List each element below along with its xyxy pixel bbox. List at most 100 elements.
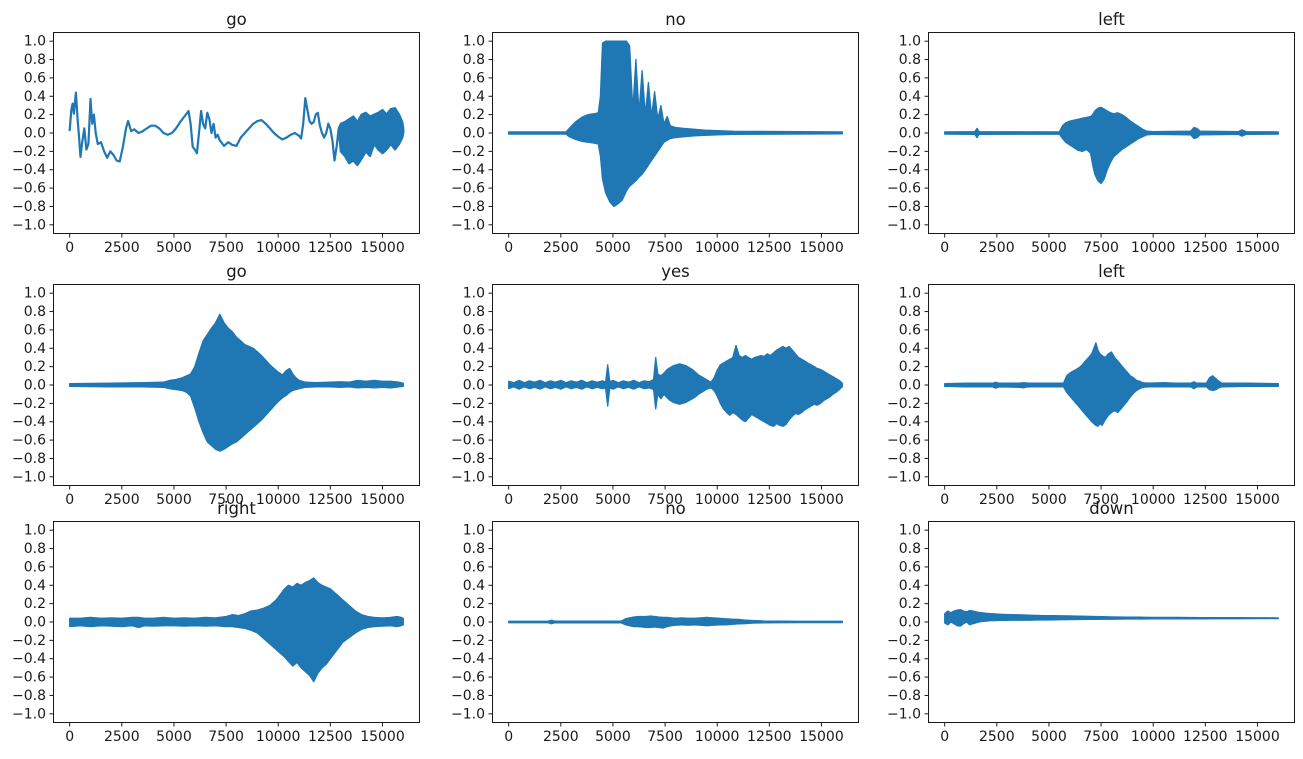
y-tick-label: −0.2: [887, 396, 921, 412]
y-tick-label: 0.4: [24, 89, 46, 105]
x-tick-label: 10000: [1131, 240, 1176, 256]
y-tick-label: 0.4: [899, 89, 921, 105]
x-tick-label: 5000: [156, 729, 192, 745]
y-tick-label: 0.2: [899, 596, 921, 612]
axes-frame: [492, 521, 859, 723]
y-tick-label: −0.8: [12, 688, 46, 704]
y-tick-label: 0.6: [899, 322, 921, 338]
x-tick-label: 7500: [1083, 729, 1119, 745]
y-tick-label: 0.8: [463, 52, 485, 68]
y-tick-label: 0.2: [24, 359, 46, 375]
axes-frame: [492, 284, 859, 486]
y-tick-label: 0.2: [899, 359, 921, 375]
subplot-title: right: [217, 499, 256, 518]
y-tick-label: −1.0: [887, 706, 921, 722]
waveform-path-right: [69, 577, 404, 683]
x-tick-label: 2500: [979, 492, 1015, 508]
y-tick-label: 0.6: [463, 70, 485, 86]
x-tick-label: 15000: [1235, 240, 1280, 256]
y-tick-label: 0.8: [899, 304, 921, 320]
subplot-title: no: [665, 10, 686, 29]
x-tick-label: 2500: [104, 729, 140, 745]
y-tick-label: 0.4: [899, 341, 921, 357]
y-tick-label: 0.8: [463, 541, 485, 557]
subplot-title: no: [665, 499, 686, 518]
x-tick-label: 7500: [1083, 492, 1119, 508]
x-tick-label: 10000: [256, 492, 301, 508]
x-tick-label: 12500: [308, 729, 353, 745]
y-tick-label: −1.0: [887, 217, 921, 233]
y-tick-label: 0.0: [24, 615, 46, 631]
subplot-title: yes: [661, 262, 690, 281]
x-tick-label: 0: [65, 240, 74, 256]
y-tick-label: 0.2: [463, 596, 485, 612]
y-tick-label: −0.2: [12, 633, 46, 649]
y-tick-label: −0.8: [451, 688, 485, 704]
y-tick-label: 0.0: [899, 126, 921, 142]
x-tick-label: 5000: [1031, 492, 1067, 508]
y-tick-label: 0.4: [899, 578, 921, 594]
y-tick-label: 0.8: [899, 52, 921, 68]
y-tick-label: −0.4: [12, 414, 46, 430]
x-tick-label: 12500: [747, 492, 792, 508]
y-tick-label: 0.8: [899, 541, 921, 557]
x-tick-label: 2500: [979, 240, 1015, 256]
y-tick-label: −0.4: [451, 651, 485, 667]
y-tick-label: −0.8: [451, 451, 485, 467]
y-tick-label: −0.6: [12, 670, 46, 686]
x-tick-label: 10000: [256, 729, 301, 745]
x-tick-label: 0: [504, 240, 513, 256]
waveform-path-no: [508, 40, 843, 208]
y-tick-label: 0.6: [24, 559, 46, 575]
y-tick-label: 1.0: [463, 523, 485, 539]
y-tick-label: −0.4: [12, 651, 46, 667]
x-tick-label: 10000: [1131, 729, 1176, 745]
y-tick-label: −0.8: [887, 688, 921, 704]
y-tick-label: −0.8: [12, 451, 46, 467]
x-tick-label: 15000: [799, 729, 844, 745]
subplot-title: go: [226, 10, 247, 29]
x-tick-label: 0: [940, 240, 949, 256]
y-tick-label: 0.2: [24, 596, 46, 612]
x-tick-label: 2500: [979, 729, 1015, 745]
x-tick-label: 12500: [1183, 492, 1228, 508]
y-tick-label: −0.8: [451, 199, 485, 215]
y-tick-label: −0.2: [887, 633, 921, 649]
y-tick-label: 0.4: [463, 341, 485, 357]
x-tick-label: 5000: [156, 492, 192, 508]
axes-frame: [928, 521, 1295, 723]
y-tick-label: 0.0: [24, 126, 46, 142]
x-tick-label: 15000: [360, 729, 405, 745]
x-tick-label: 5000: [595, 729, 631, 745]
x-tick-label: 15000: [1235, 492, 1280, 508]
x-tick-label: 0: [504, 729, 513, 745]
y-tick-label: −1.0: [12, 469, 46, 485]
y-tick-label: −0.6: [12, 433, 46, 449]
x-tick-label: 15000: [360, 240, 405, 256]
x-tick-label: 15000: [360, 492, 405, 508]
y-tick-label: 0.6: [463, 559, 485, 575]
y-tick-label: −1.0: [12, 217, 46, 233]
y-tick-label: 0.6: [463, 322, 485, 338]
x-tick-label: 0: [504, 492, 513, 508]
y-tick-label: −1.0: [451, 469, 485, 485]
subplot-left-5: 1.0 0.8 0.6 0.4 0.2 0.0 −0.2 −0.4 −0.6 −0.8 −1.0 0 2…: [887, 262, 1295, 508]
y-tick-label: −1.0: [12, 706, 46, 722]
x-tick-label: 10000: [695, 240, 740, 256]
y-tick-label: 0.6: [24, 70, 46, 86]
x-tick-label: 0: [65, 729, 74, 745]
waveform-path-down: [944, 608, 1279, 627]
y-tick-label: −0.8: [12, 199, 46, 215]
x-tick-label: 12500: [747, 240, 792, 256]
waveform-path-go: [68, 91, 405, 167]
y-tick-label: −1.0: [451, 217, 485, 233]
y-tick-label: 1.0: [24, 523, 46, 539]
y-tick-label: 1.0: [24, 286, 46, 302]
x-tick-label: 12500: [1183, 240, 1228, 256]
x-tick-label: 5000: [595, 492, 631, 508]
y-tick-label: 0.2: [24, 107, 46, 123]
axes-frame: [53, 32, 420, 234]
x-tick-label: 7500: [208, 240, 244, 256]
y-tick-label: 0.0: [899, 615, 921, 631]
y-tick-label: −0.4: [451, 162, 485, 178]
